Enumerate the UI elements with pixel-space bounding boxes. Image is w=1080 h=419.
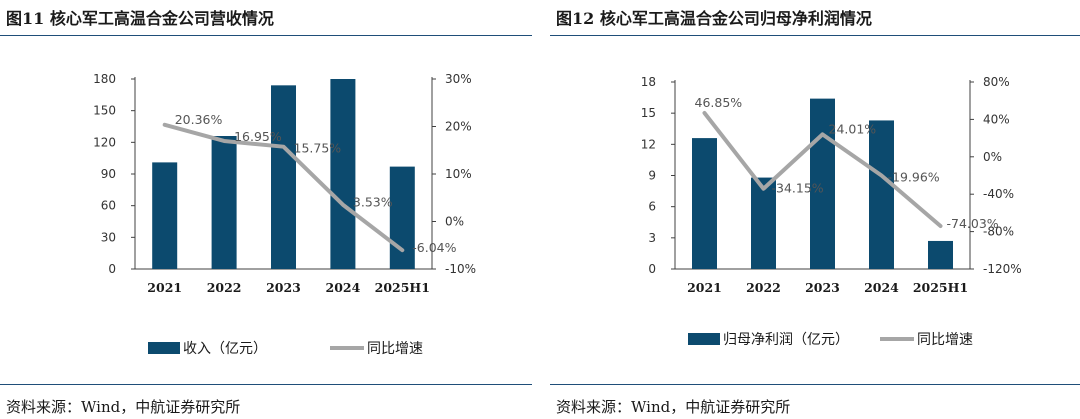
left-tick-label: 30: [101, 230, 116, 244]
right-tick-label: 20%: [445, 120, 472, 134]
net-profit-chart: 0 3 6 9 12 15 18 -120% -80% -40% 0% 40% 80% 2021 2022 2…: [641, 75, 1022, 348]
left-tick-label: 3: [648, 231, 656, 245]
growth-data-label: 3.53%: [353, 195, 393, 210]
right-tick-label: -120%: [983, 262, 1022, 276]
title-rule: [0, 35, 532, 36]
bar: [389, 166, 415, 269]
right-tick-label: -80%: [983, 225, 1014, 239]
bar: [928, 240, 953, 269]
category-label: 2024: [864, 280, 899, 295]
source-rule: [0, 384, 532, 385]
right-tick-label: -10%: [445, 262, 476, 276]
source-note: 资料来源：Wind，中航证券研究所: [6, 398, 241, 416]
growth-data-label: 24.01%: [829, 121, 877, 136]
bar: [152, 162, 178, 269]
legend-bar-swatch: [688, 333, 720, 345]
right-tick-label: 0%: [445, 215, 464, 229]
right-tick-label: 80%: [983, 75, 1010, 89]
chart-panel-revenue: 图11 核心军工高温合金公司营收情况 0 30 60 90 120 150 180 -10% 0…: [0, 0, 532, 419]
left-tick-label: 0: [648, 262, 656, 276]
bar: [271, 85, 296, 269]
left-tick-label: 15: [641, 106, 656, 120]
category-label: 2024: [326, 280, 361, 295]
category-label: 2025H1: [375, 280, 430, 295]
legend-label-bar: 收入（亿元）: [183, 341, 267, 357]
right-tick-label: 0%: [983, 150, 1002, 164]
left-tick-label: 90: [101, 167, 116, 181]
left-tick-label: 120: [93, 135, 116, 149]
category-label: 2022: [207, 280, 242, 295]
category-label: 2021: [147, 280, 182, 295]
source-rule: [550, 384, 1080, 385]
left-tick-label: 12: [641, 137, 656, 151]
bar: [869, 120, 894, 269]
legend-label-bar: 归母净利润（亿元）: [723, 331, 849, 348]
left-tick-label: 0: [108, 262, 116, 276]
category-label: 2021: [687, 280, 722, 295]
legend-label-line: 同比增速: [917, 332, 973, 348]
bar: [692, 138, 717, 269]
category-label: 2025H1: [913, 280, 968, 295]
growth-data-label: 16.95%: [234, 129, 282, 144]
chart-panel-net-profit: 图12 核心军工高温合金公司归母净利润情况 0 3 6 9 12 15 18 -120% -80…: [550, 0, 1080, 419]
category-label: 2022: [746, 280, 781, 295]
figure-title: 图11 核心军工高温合金公司营收情况: [6, 9, 274, 28]
category-label: 2023: [805, 280, 840, 295]
left-tick-label: 180: [93, 72, 116, 86]
figure-title: 图12 核心军工高温合金公司归母净利润情况: [556, 9, 872, 28]
right-tick-label: 30%: [445, 72, 472, 86]
bar: [810, 98, 835, 269]
growth-data-label: 46.85%: [695, 95, 743, 110]
right-tick-label: 10%: [445, 167, 472, 181]
left-tick-label: 18: [641, 75, 656, 89]
legend-label-line: 同比增速: [367, 341, 423, 357]
category-label: 2023: [266, 280, 301, 295]
right-tick-label: -40%: [983, 187, 1014, 201]
growth-data-label: -19.96%: [888, 169, 940, 184]
left-tick-label: 6: [648, 200, 656, 214]
source-note: 资料来源：Wind，中航证券研究所: [556, 398, 791, 416]
left-tick-label: 60: [101, 199, 116, 213]
title-rule: [550, 35, 1080, 36]
right-tick-label: 40%: [983, 112, 1010, 126]
growth-data-label: 20.36%: [175, 112, 223, 127]
legend-bar-swatch: [148, 342, 180, 354]
bar: [751, 177, 776, 269]
left-tick-label: 150: [93, 104, 116, 118]
bar: [211, 136, 237, 269]
growth-data-label: -34.15%: [772, 181, 824, 196]
bar: [330, 79, 356, 269]
left-tick-label: 9: [648, 169, 656, 183]
revenue-chart: 0 30 60 90 120 150 180 -10% 0% 10% 20% 30% 2021 2022 2…: [93, 72, 476, 357]
growth-data-label: -74.03%: [947, 216, 999, 231]
growth-data-label: 15.75%: [294, 141, 342, 156]
growth-data-label: -6.04%: [412, 240, 456, 255]
